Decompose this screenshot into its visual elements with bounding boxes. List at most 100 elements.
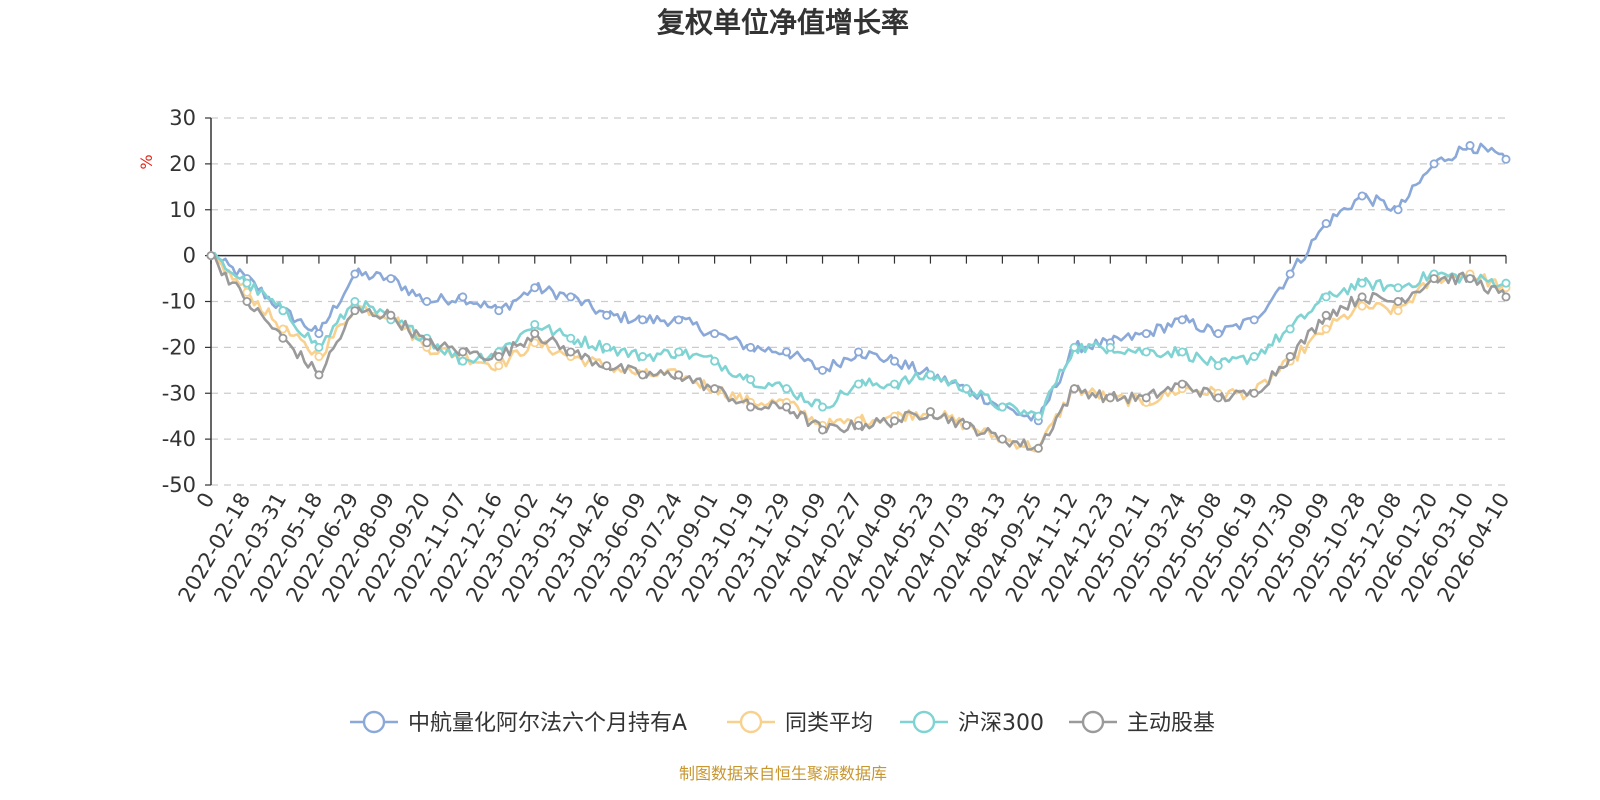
data-point — [1213, 361, 1223, 371]
data-point — [925, 407, 935, 417]
data-point — [674, 370, 684, 380]
data-point — [1285, 324, 1295, 334]
data-point — [1429, 274, 1439, 284]
data-point — [494, 361, 504, 371]
y-tick-label: -50 — [162, 473, 196, 497]
legend-label: 沪深300 — [958, 711, 1044, 736]
data-point — [889, 416, 899, 426]
data-point — [530, 283, 540, 293]
data-point — [782, 384, 792, 394]
source-note: 制图数据来自恒生聚源数据库 — [679, 764, 887, 783]
y-tick-label: 10 — [169, 198, 196, 222]
series-layer — [206, 141, 1511, 453]
data-point — [1177, 347, 1187, 357]
data-point — [674, 315, 684, 325]
data-point — [1069, 384, 1079, 394]
data-point — [1213, 329, 1223, 339]
data-point — [530, 329, 540, 339]
data-point — [1501, 278, 1511, 288]
data-point — [422, 296, 432, 306]
data-point — [1033, 411, 1043, 421]
data-point — [1501, 292, 1511, 302]
data-point — [961, 420, 971, 430]
data-point — [1105, 342, 1115, 352]
data-point — [782, 402, 792, 412]
data-point — [1141, 347, 1151, 357]
data-point — [458, 347, 468, 357]
data-point — [1429, 159, 1439, 169]
data-point — [278, 324, 288, 334]
series-line-2 — [210, 251, 1507, 418]
legend-item-2[interactable]: 沪深300 — [900, 710, 1044, 736]
data-point — [314, 342, 324, 352]
data-point — [1141, 393, 1151, 403]
data-point — [1357, 191, 1367, 201]
y-tick-label: 20 — [169, 152, 196, 176]
data-point — [350, 296, 360, 306]
data-point — [1357, 278, 1367, 288]
series-3 — [206, 251, 1511, 453]
legend-item-1[interactable]: 同类平均 — [727, 710, 873, 736]
data-point — [1177, 315, 1187, 325]
legend-label: 中航量化阿尔法六个月持有A — [408, 711, 687, 736]
data-point — [1141, 329, 1151, 339]
data-point — [1249, 315, 1259, 325]
data-point — [854, 347, 864, 357]
data-point — [242, 278, 252, 288]
y-axis-ticks: 30 20 10 0 -10 -20 -30 -40 -50 — [162, 106, 211, 497]
data-point — [242, 287, 252, 297]
axes — [210, 118, 1506, 485]
data-point — [889, 356, 899, 366]
y-axis-unit-label: % — [137, 154, 156, 169]
data-point — [422, 338, 432, 348]
data-point — [1321, 324, 1331, 334]
legend[interactable]: 中航量化阿尔法六个月持有A 同类平均 沪深300 主动股基 — [350, 710, 1215, 736]
data-point — [818, 402, 828, 412]
data-point — [566, 333, 576, 343]
data-point — [674, 347, 684, 357]
data-point — [638, 315, 648, 325]
data-point — [1321, 219, 1331, 229]
data-point — [1393, 283, 1403, 293]
data-point — [889, 379, 899, 389]
data-point — [494, 352, 504, 362]
data-point — [818, 365, 828, 375]
data-point — [997, 434, 1007, 444]
legend-label: 主动股基 — [1127, 711, 1215, 736]
data-point — [1393, 205, 1403, 215]
data-point — [1321, 310, 1331, 320]
data-point — [386, 310, 396, 320]
y-tick-label: -10 — [162, 290, 196, 314]
legend-swatch-circle — [739, 710, 763, 734]
y-tick-label: 0 — [183, 244, 196, 268]
data-point — [602, 342, 612, 352]
legend-label: 同类平均 — [785, 711, 873, 736]
data-point — [602, 361, 612, 371]
data-point — [1357, 301, 1367, 311]
data-point — [1465, 141, 1475, 151]
data-point — [602, 310, 612, 320]
legend-item-0[interactable]: 中航量化阿尔法六个月持有A — [350, 710, 687, 736]
data-point — [458, 356, 468, 366]
data-point — [1321, 292, 1331, 302]
series-line-0 — [210, 142, 1508, 423]
data-point — [530, 338, 540, 348]
data-point — [1285, 269, 1295, 279]
data-point — [1501, 154, 1511, 164]
data-point — [206, 251, 216, 261]
x-tick-label: 0 — [192, 489, 219, 513]
data-point — [1105, 393, 1115, 403]
data-point — [1177, 379, 1187, 389]
legend-item-3[interactable]: 主动股基 — [1069, 710, 1215, 736]
data-point — [818, 425, 828, 435]
data-point — [494, 306, 504, 316]
data-point — [746, 402, 756, 412]
y-tick-label: -40 — [162, 427, 196, 451]
data-point — [854, 379, 864, 389]
data-point — [1393, 306, 1403, 316]
data-point — [530, 319, 540, 329]
data-point — [1033, 443, 1043, 453]
data-point — [566, 292, 576, 302]
data-point — [1393, 296, 1403, 306]
